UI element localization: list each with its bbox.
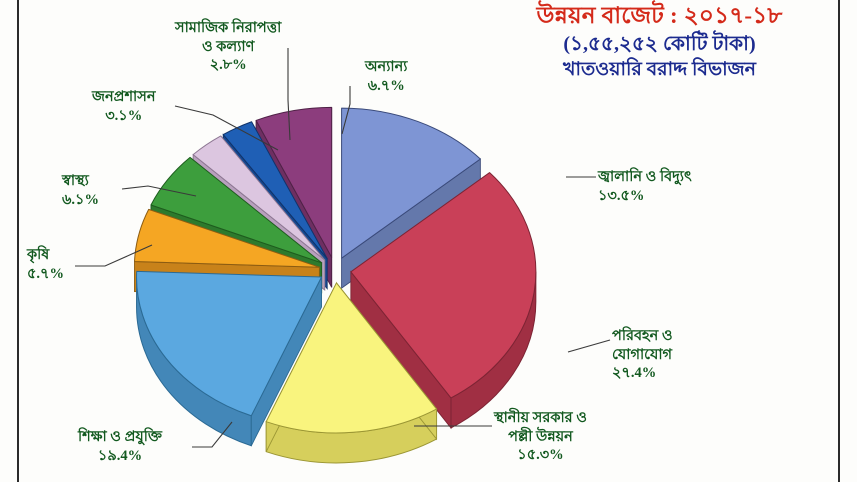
slice-value-public-administration: ৩.১% <box>105 107 143 124</box>
slice-label-local-government: স্থানীয় সরকার ও পল্লী উন্নয়ন ১৫.৩% <box>494 409 587 465</box>
slice-label-public-administration-text: জনপ্রশাসন <box>92 89 156 105</box>
slice-value-transport: ২৭.4% <box>612 365 657 382</box>
page-border-left <box>17 0 19 482</box>
title-block: উন্নয়ন বাজেট : ২০১৭-১৮ (১,৫৫,২৫২ কোটি ট… <box>487 2 832 82</box>
slice-label-health: স্বাস্থ্য ৬.১% <box>62 172 99 209</box>
slice-label-social-safety: সামাজিক নিরাপত্তা ও কল্যাণ ২.৮% <box>175 19 281 75</box>
slice-label-social-safety-line1: সামাজিক নিরাপত্তা <box>175 20 282 36</box>
slice-value-education: ১৯.4% <box>97 447 143 464</box>
slice-label-energy-text: জ্বালানি ও বিদ্যুৎ <box>598 169 692 185</box>
slice-label-transport-line1: পরিবহন ও <box>612 328 673 344</box>
chart-title: উন্নয়ন বাজেট : ২০১৭-১৮ <box>536 3 783 28</box>
slice-value-others: ৬.৭% <box>367 77 405 94</box>
slice-value-energy: ১৩.৫% <box>598 187 645 204</box>
slice-label-education-text: শিক্ষা ও প্রযুক্তি <box>78 429 163 445</box>
slice-label-others-text: অন্যান্য <box>365 59 408 75</box>
pie-slice-education[interactable] <box>136 270 323 417</box>
slice-label-others: অন্যান্য ৬.৭% <box>365 58 407 95</box>
slice-label-agriculture: কৃষি ৫.৭% <box>27 246 64 283</box>
pie-slice-tops <box>134 106 537 434</box>
slice-label-health-text: স্বাস্থ্য <box>62 173 89 189</box>
pie-slice-energy[interactable] <box>341 107 481 259</box>
slice-label-education: শিক্ষা ও প্রযুক্তি ১৯.4% <box>78 428 162 465</box>
pie-slice-health[interactable] <box>150 156 323 264</box>
slice-label-transport-line2: যোগাযোগ <box>612 346 673 363</box>
slice-value-social-safety: ২.৮% <box>209 57 247 74</box>
pie-slice-transport[interactable] <box>350 172 537 399</box>
chart-total-amount: (১,৫৫,২৫২ কোটি টাকা) <box>563 33 756 56</box>
pie-chart <box>95 95 575 470</box>
slice-value-local-government: ১৫.৩% <box>517 447 564 464</box>
chart-subtitle: খাতওয়ারি বরাদ্দ বিভাজন <box>563 59 756 81</box>
page-border-right <box>838 0 840 482</box>
pie-slice-local-government[interactable] <box>265 282 438 434</box>
pie-chart-svg <box>134 106 537 464</box>
slice-label-public-administration: জনপ্রশাসন ৩.১% <box>92 88 155 125</box>
slice-label-energy: জ্বালানি ও বিদ্যুৎ ১৩.৫% <box>598 168 692 205</box>
slice-value-health: ৬.১% <box>62 191 99 208</box>
slice-value-agriculture: ৫.৭% <box>27 265 64 282</box>
slice-label-social-safety-line2: ও কল্যাণ <box>201 38 255 55</box>
slice-label-local-government-line2: পল্লী উন্নয়ন <box>508 428 573 445</box>
slice-label-transport: পরিবহন ও যোগাযোগ ২৭.4% <box>612 327 673 383</box>
slice-label-local-government-line1: স্থানীয় সরকার ও <box>494 410 587 426</box>
slice-label-agriculture-text: কৃষি <box>27 247 50 263</box>
